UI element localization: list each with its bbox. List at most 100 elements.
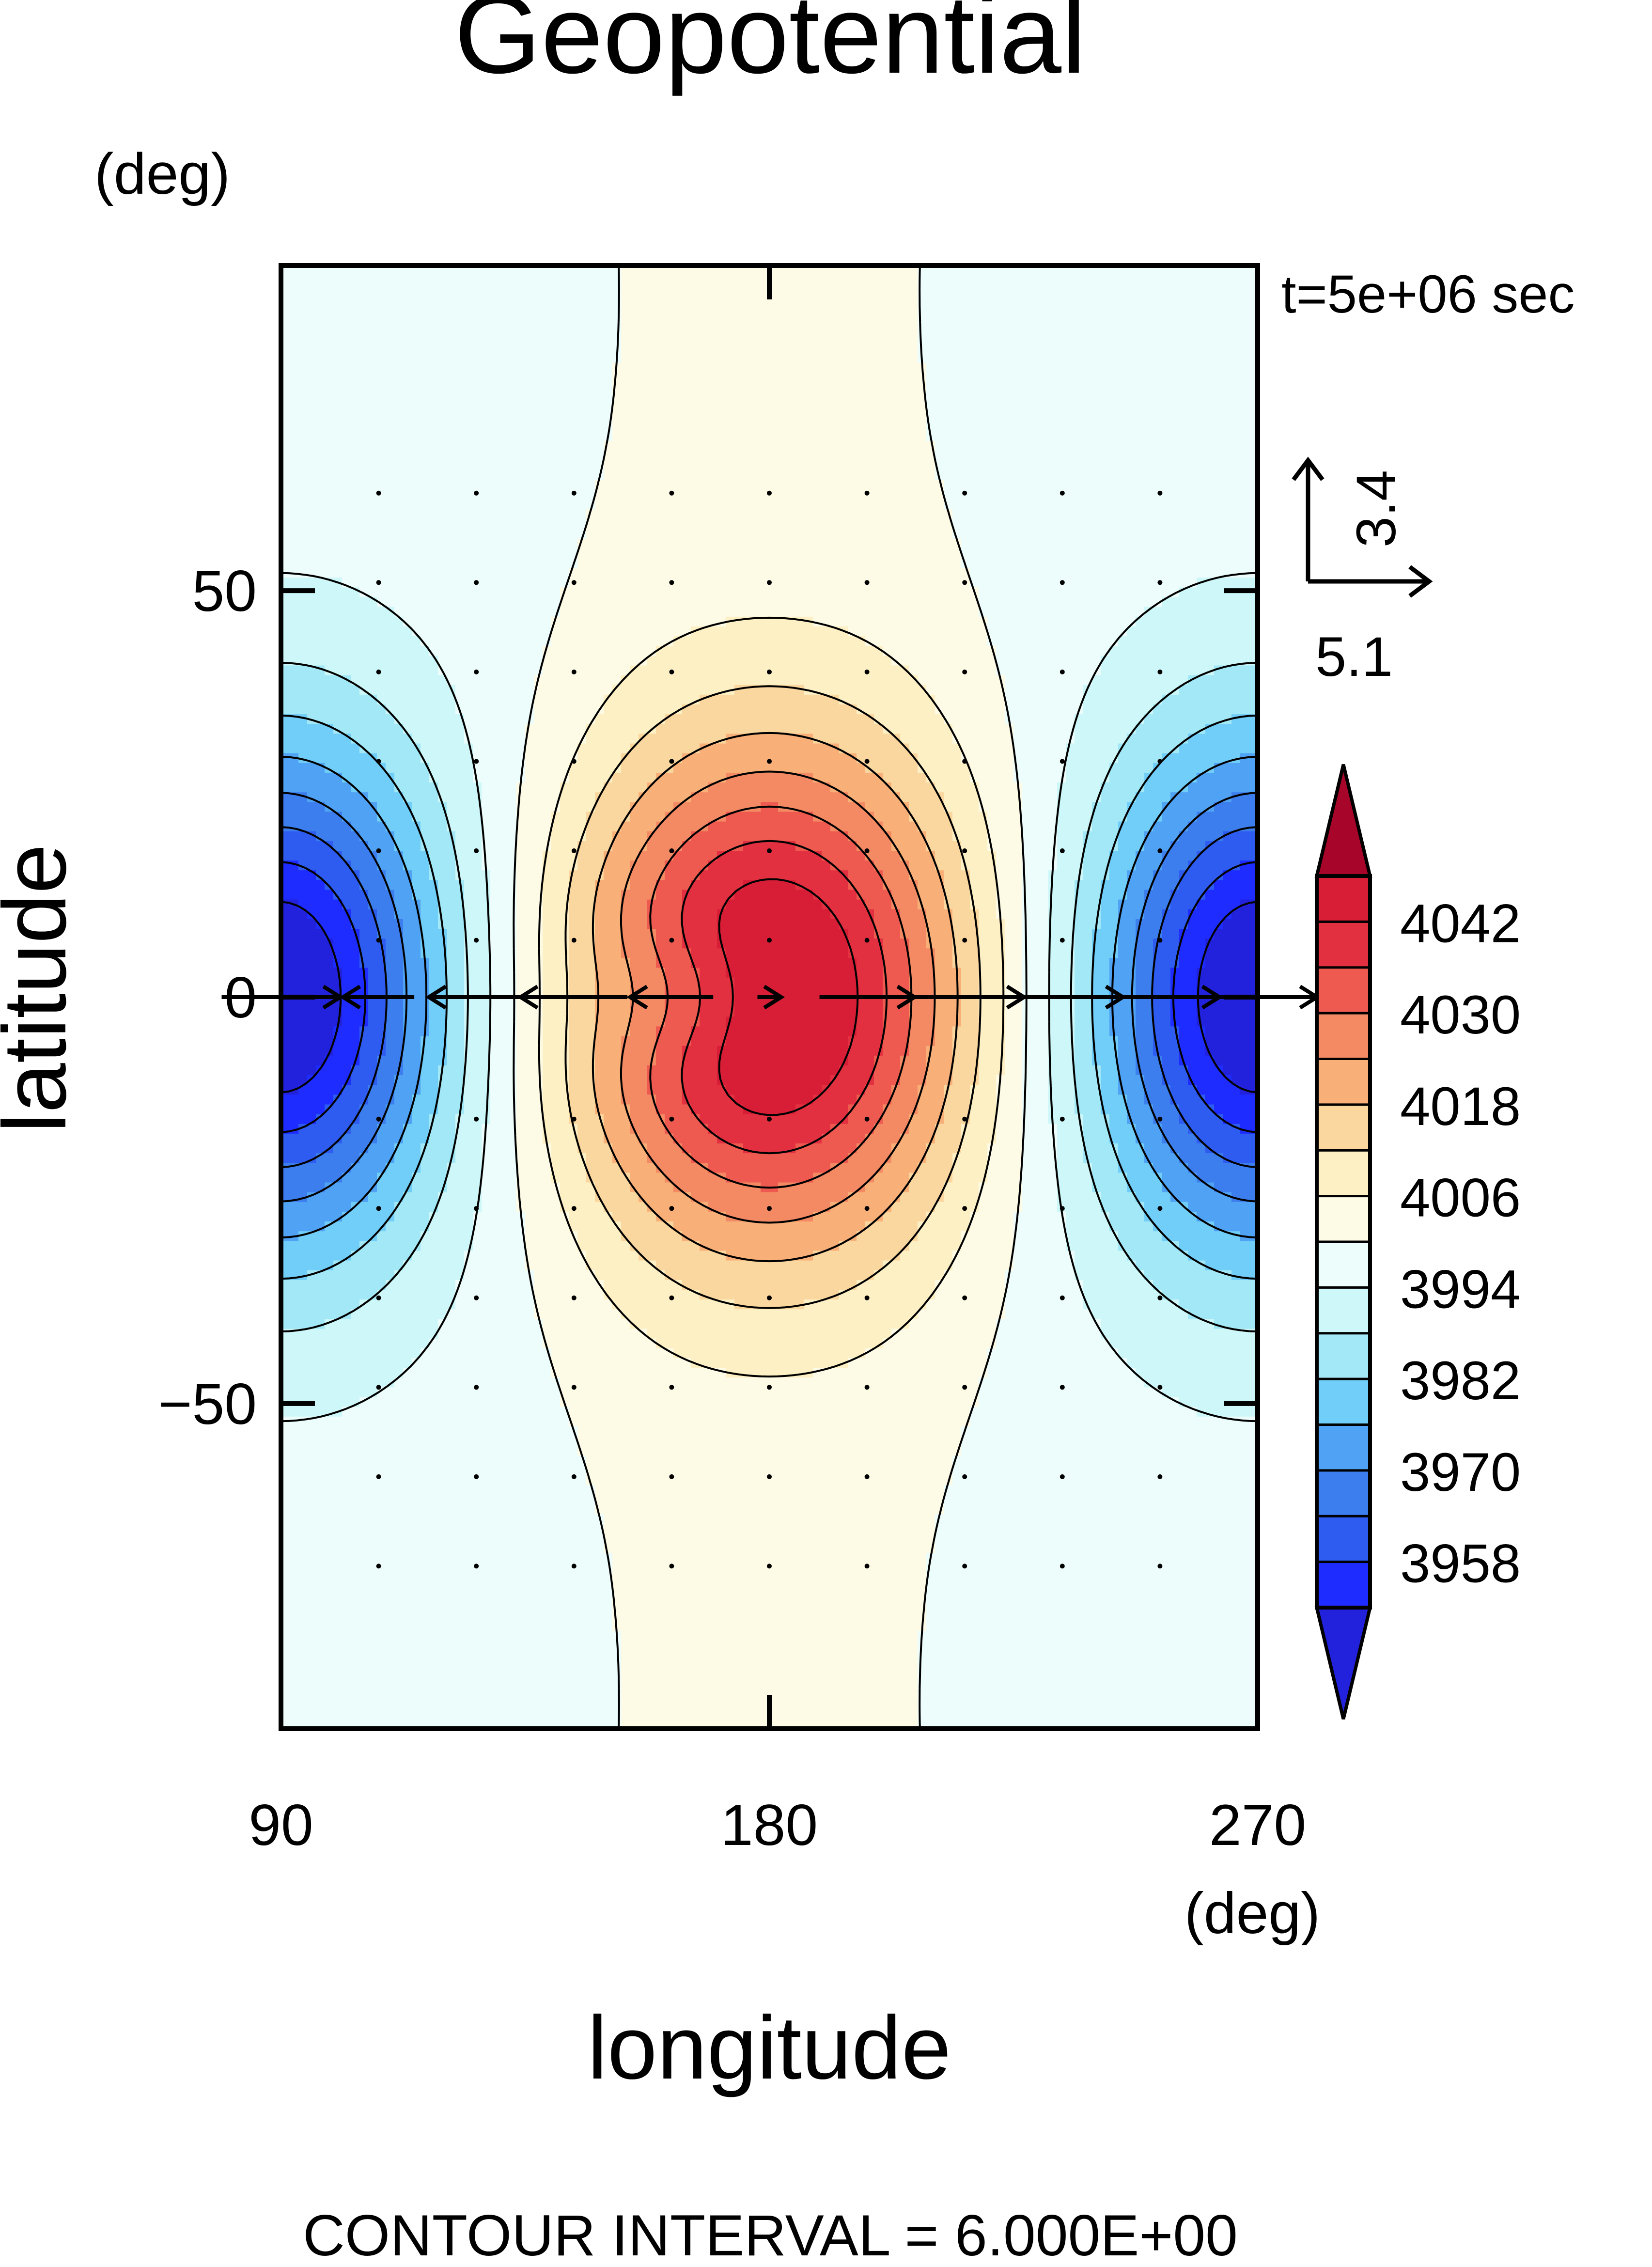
- contour-cell: [961, 460, 970, 471]
- contour-cell: [1127, 529, 1136, 539]
- contour-cell: [516, 470, 526, 481]
- contour-cell: [1127, 519, 1136, 530]
- contour-cell: [673, 694, 683, 705]
- contour-cell: [543, 266, 552, 276]
- contour-cell: [1005, 587, 1014, 598]
- contour-cell: [464, 470, 473, 481]
- contour-cell: [368, 529, 377, 539]
- contour-cell: [586, 333, 595, 344]
- contour-cell: [569, 363, 578, 374]
- contour-cell: [473, 616, 482, 627]
- contour-cell: [621, 441, 630, 452]
- contour-cell: [996, 392, 1005, 403]
- contour-cell: [403, 295, 412, 305]
- contour-cell: [874, 568, 883, 578]
- contour-cell: [447, 382, 456, 393]
- contour-cell: [1057, 363, 1066, 374]
- contour-cell: [952, 480, 962, 491]
- contour-cell: [351, 616, 360, 627]
- contour-cell: [394, 694, 404, 705]
- contour-cell: [1214, 441, 1223, 452]
- contour-cell: [490, 616, 499, 627]
- contour-cell: [979, 333, 988, 344]
- contour-cell: [604, 607, 613, 617]
- contour-cell: [1205, 656, 1215, 666]
- contour-cell: [499, 675, 508, 686]
- contour-cell: [682, 568, 691, 578]
- contour-cell: [351, 578, 360, 588]
- contour-cell: [586, 616, 595, 627]
- contour-cell: [394, 392, 404, 403]
- contour-cell: [1127, 646, 1136, 657]
- contour-cell: [621, 665, 630, 676]
- contour-cell: [1075, 509, 1084, 520]
- contour-cell: [1127, 568, 1136, 578]
- contour-cell: [822, 636, 831, 647]
- contour-cell: [1136, 538, 1145, 549]
- contour-cell: [595, 314, 604, 325]
- contour-cell: [1179, 382, 1188, 393]
- contour-cell: [1013, 441, 1023, 452]
- contour-cell: [630, 548, 639, 559]
- contour-cell: [717, 578, 726, 588]
- contour-field: [281, 266, 1258, 1729]
- contour-cell: [307, 422, 316, 432]
- contour-cell: [1231, 382, 1241, 393]
- contour-cell: [1031, 441, 1040, 452]
- contour-cell: [1197, 441, 1206, 452]
- contour-cell: [996, 412, 1005, 422]
- contour-cell: [918, 675, 927, 686]
- contour-cell: [970, 509, 979, 520]
- contour-cell: [708, 685, 717, 695]
- contour-cell: [1101, 636, 1110, 647]
- contour-cell: [342, 626, 351, 637]
- contour-cell: [848, 480, 857, 491]
- contour-cell: [804, 373, 813, 383]
- contour-cell: [1162, 665, 1171, 676]
- contour-cell: [377, 538, 386, 549]
- contour-cell: [1223, 480, 1232, 491]
- contour-cell: [359, 568, 369, 578]
- contour-cell: [1197, 519, 1206, 530]
- contour-cell: [1066, 509, 1075, 520]
- contour-cell: [1231, 675, 1241, 686]
- contour-cell: [1136, 295, 1145, 305]
- contour-cell: [822, 519, 831, 530]
- contour-cell: [691, 363, 700, 374]
- contour-cell: [386, 266, 395, 276]
- contour-cell: [787, 333, 796, 344]
- contour-cell: [377, 548, 386, 559]
- contour-cell: [787, 500, 796, 510]
- contour-cell: [761, 685, 770, 695]
- contour-cell: [961, 333, 970, 344]
- contour-cell: [586, 636, 595, 647]
- contour-cell: [316, 324, 325, 334]
- contour-cell: [525, 607, 534, 617]
- contour-cell: [717, 500, 726, 510]
- contour-cell: [1057, 333, 1066, 344]
- contour-cell: [604, 587, 613, 598]
- contour-cell: [368, 353, 377, 364]
- contour-cell: [1092, 363, 1101, 374]
- contour-cell: [290, 538, 299, 549]
- contour-cell: [1127, 392, 1136, 403]
- contour-cell: [438, 344, 447, 354]
- contour-cell: [482, 616, 491, 627]
- contour-cell: [368, 324, 377, 334]
- contour-cell: [1101, 558, 1110, 569]
- contour-cell: [394, 266, 404, 276]
- contour-cell: [1005, 441, 1014, 452]
- contour-cell: [1188, 363, 1197, 374]
- contour-cell: [368, 275, 377, 286]
- contour-cell: [717, 470, 726, 481]
- contour-cell: [1136, 363, 1145, 374]
- contour-cell: [569, 392, 578, 403]
- contour-cell: [979, 422, 988, 432]
- contour-cell: [883, 363, 892, 374]
- contour-cell: [665, 412, 674, 422]
- contour-cell: [586, 451, 595, 461]
- contour-cell: [1075, 314, 1084, 325]
- contour-cell: [891, 422, 901, 432]
- contour-cell: [429, 363, 438, 374]
- contour-cell: [1013, 548, 1023, 559]
